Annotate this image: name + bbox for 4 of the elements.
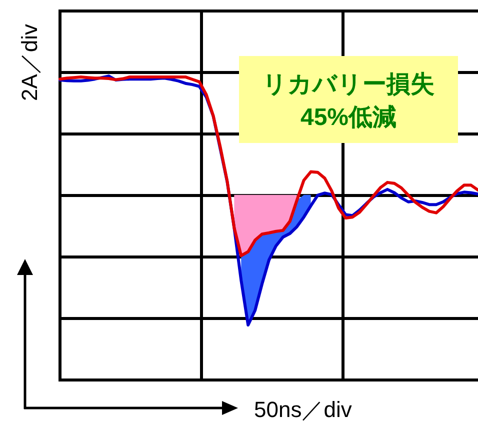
- annotation: リカバリー損失 45%低減: [262, 71, 434, 131]
- annotation: リカバリー損失 45%低減: [239, 56, 458, 143]
- x-axis-title: 50ns／div: [254, 397, 352, 422]
- y-axis-title: 2A／div: [17, 24, 42, 102]
